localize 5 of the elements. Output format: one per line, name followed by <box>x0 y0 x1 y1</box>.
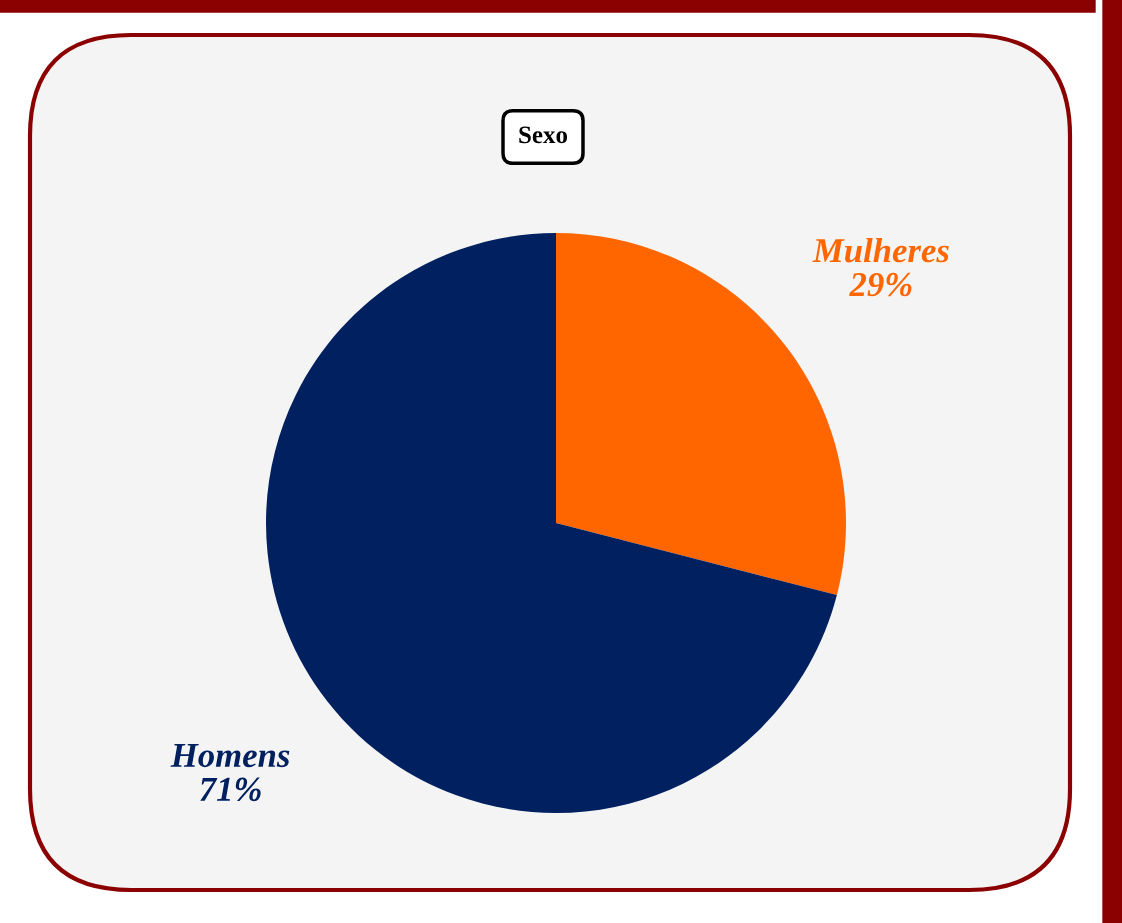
slice-label: Mulheres <box>812 237 949 263</box>
data-label: 71% <box>200 777 261 802</box>
data-label: 29% <box>849 272 912 297</box>
slice-label: Homens <box>170 744 290 768</box>
chart-title: Sexo <box>519 126 568 144</box>
